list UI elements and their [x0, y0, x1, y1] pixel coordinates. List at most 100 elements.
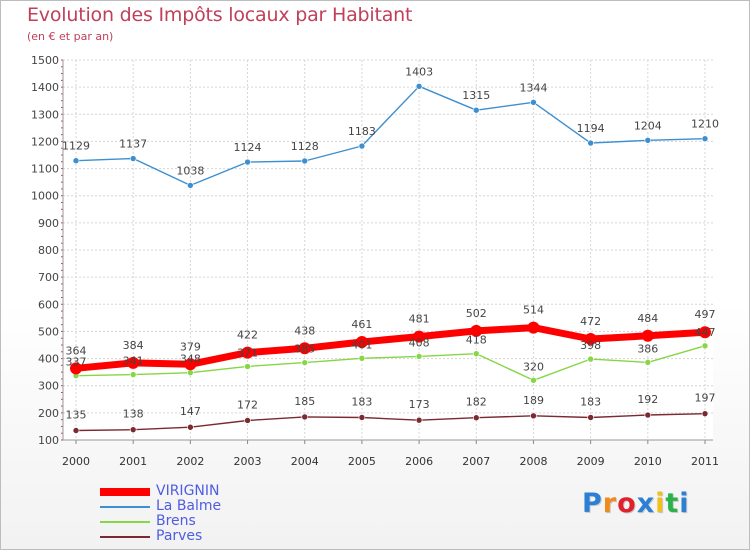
data-point-parves: [701, 410, 709, 417]
logo-letter: i: [679, 488, 690, 519]
data-point-la-balme: [358, 142, 366, 150]
data-label-brens: 341: [123, 355, 144, 368]
data-label-virignin: 422: [237, 329, 258, 342]
data-point-virignin: [527, 321, 540, 334]
data-label-la-balme: 1129: [62, 140, 90, 153]
data-point-brens: [701, 342, 709, 350]
y-tick-label: 600: [38, 298, 59, 311]
data-point-brens: [472, 350, 480, 357]
y-tick-label: 800: [38, 244, 59, 257]
data-label-brens: 386: [637, 342, 658, 355]
logo-letter: P: [582, 488, 603, 519]
chart-title: Evolution des Impôts locaux par Habitant: [27, 4, 413, 26]
data-label-brens: 418: [466, 334, 487, 347]
legend-swatch-parves: [100, 536, 150, 538]
data-point-virignin: [355, 336, 368, 349]
data-label-la-balme: 1124: [234, 141, 262, 154]
legend-label-virignin: VIRIGNIN: [156, 483, 220, 499]
data-label-parves: 189: [523, 394, 544, 407]
logo-letter: t: [665, 488, 680, 519]
data-label-brens: 320: [523, 360, 544, 373]
data-label-brens: 337: [66, 356, 87, 369]
data-point-brens: [415, 353, 423, 360]
data-point-parves: [244, 417, 251, 424]
data-label-virignin: 481: [409, 313, 430, 326]
data-label-la-balme: 1204: [634, 119, 662, 132]
data-label-parves: 138: [123, 408, 144, 421]
y-tick-label: 400: [38, 353, 59, 366]
data-point-brens: [129, 371, 137, 378]
data-label-brens: 348: [180, 353, 201, 366]
data-point-parves: [72, 427, 80, 434]
data-point-la-balme: [701, 135, 709, 143]
data-point-la-balme: [415, 83, 423, 90]
data-point-la-balme: [72, 157, 80, 164]
y-tick-label: 500: [38, 325, 59, 338]
data-point-brens: [301, 359, 309, 366]
y-tick-label: 1100: [31, 163, 59, 176]
data-point-la-balme: [644, 137, 652, 144]
series-line-virignin: [75, 324, 706, 372]
data-label-parves: 185: [294, 395, 315, 408]
data-label-brens: 398: [580, 339, 601, 352]
data-point-parves: [587, 414, 594, 421]
logo-letter: i: [655, 488, 666, 519]
y-tick-label: 700: [38, 271, 59, 284]
data-label-parves: 183: [580, 395, 601, 408]
legend-label-parves: Parves: [156, 528, 203, 544]
data-label-virignin: 384: [123, 339, 144, 352]
y-tick-label: 1300: [31, 108, 59, 121]
x-tick-label: 2008: [519, 455, 547, 468]
y-tick-label: 900: [38, 217, 59, 230]
data-label-la-balme: 1315: [462, 89, 490, 102]
data-point-la-balme: [301, 157, 309, 165]
data-label-virignin: 461: [351, 318, 372, 331]
proxiti-logo: Proxiti: [582, 488, 690, 519]
data-label-virignin: 472: [580, 315, 601, 328]
x-tick-label: 2009: [577, 455, 605, 468]
data-label-la-balme: 1344: [519, 81, 547, 94]
legend-label-la-balme: La Balme: [156, 498, 222, 514]
x-tick-label: 2011: [691, 455, 719, 468]
data-point-virignin: [127, 356, 140, 369]
data-point-parves: [472, 414, 480, 422]
data-label-brens: 401: [351, 338, 372, 351]
data-point-la-balme: [587, 139, 594, 147]
data-label-virignin: 484: [637, 312, 658, 325]
data-point-parves: [415, 416, 423, 424]
x-tick-label: 2010: [634, 455, 662, 468]
data-label-la-balme: 1194: [577, 122, 605, 135]
data-label-la-balme: 1038: [176, 164, 204, 177]
series-line-parves: [75, 413, 706, 432]
data-label-parves: 183: [351, 395, 372, 408]
data-label-parves: 147: [180, 405, 201, 418]
data-point-parves: [301, 413, 309, 421]
data-point-brens: [244, 363, 251, 370]
data-label-parves: 173: [409, 398, 430, 411]
data-point-brens: [358, 354, 366, 362]
data-point-virignin: [184, 358, 197, 371]
data-label-la-balme: 1210: [691, 118, 719, 131]
data-point-la-balme: [472, 106, 480, 114]
x-tick-label: 2005: [348, 455, 376, 468]
data-point-la-balme: [530, 99, 537, 106]
data-label-parves: 135: [66, 409, 87, 422]
data-label-virignin: 438: [294, 324, 315, 337]
data-label-virignin: 514: [523, 304, 544, 317]
series-line-brens: [75, 345, 706, 381]
x-tick-label: 2001: [119, 455, 147, 468]
data-point-parves: [129, 426, 137, 433]
x-tick-label: 2007: [462, 455, 490, 468]
logo-letter: r: [602, 488, 618, 519]
data-point-parves: [358, 414, 366, 421]
legend-label-brens: Brens: [156, 513, 196, 529]
x-tick-label: 2004: [291, 455, 319, 468]
legend-swatch-la-balme: [100, 506, 150, 508]
data-label-virignin: 364: [66, 344, 87, 357]
data-point-parves: [644, 411, 652, 419]
data-point-virignin: [470, 324, 483, 337]
legend-swatch-virignin: [100, 488, 150, 496]
data-label-brens: 447: [695, 326, 716, 339]
series-line-la-balme: [75, 85, 706, 187]
data-label-la-balme: 1128: [291, 140, 319, 153]
